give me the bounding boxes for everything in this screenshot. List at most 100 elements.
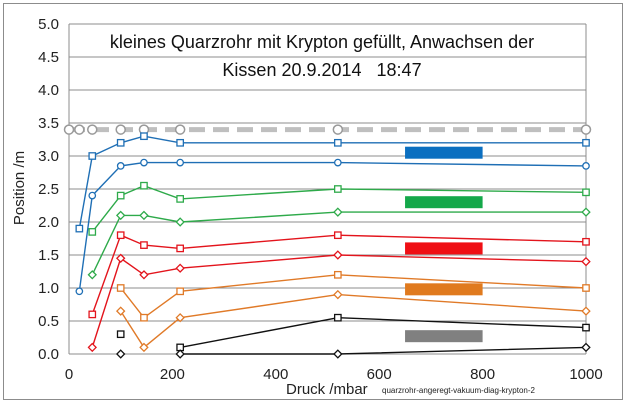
y-tick-label: 4.5: [38, 49, 59, 66]
data-point: [116, 284, 125, 292]
x-tick-label: 0: [65, 366, 73, 383]
y-tick-label: 2.5: [38, 181, 59, 198]
data-point: [333, 185, 342, 193]
series-schwarz-unten: [175, 342, 591, 359]
data-point: [140, 158, 148, 167]
data-point: [176, 158, 185, 167]
reference-line: [63, 124, 592, 135]
y-tick-label: 0.0: [38, 346, 59, 363]
x-tick-label: 1000: [569, 366, 602, 383]
x-tick-label: 600: [367, 366, 392, 383]
y-tick-label: 1.0: [38, 280, 59, 297]
data-point: [176, 244, 185, 253]
y-axis-label: Position /m: [11, 151, 28, 225]
series-line: [78, 161, 587, 292]
data-point: [88, 152, 97, 160]
data-point: [116, 191, 125, 200]
y-tick-label: 1.5: [38, 247, 59, 264]
data-point: [176, 195, 185, 203]
series-group: [75, 132, 591, 359]
chart-svg: 0.0 0.5 1.0 1.5 2.0 2.5 3.0 3.5 4.0 4.5 5.0 0 200 40…: [11, 16, 603, 398]
reference-point: [174, 124, 186, 135]
data-point: [116, 231, 125, 240]
y-tick-label: 5.0: [38, 16, 59, 33]
reference-point: [63, 124, 75, 135]
data-point: [333, 313, 342, 322]
data-point: [333, 289, 343, 300]
data-point: [87, 270, 97, 280]
data-point: [333, 138, 342, 147]
chart-frame: 0.0 0.5 1.0 1.5 2.0 2.5 3.0 3.5 4.0 4.5 5.0 0 200 40…: [3, 3, 623, 400]
data-point: [582, 138, 590, 147]
legend-swatch-blau: [405, 146, 483, 159]
data-point: [116, 138, 125, 147]
data-point: [88, 191, 97, 200]
series-orange-oben: [116, 270, 590, 322]
data-point: [140, 181, 148, 190]
series-line: [91, 234, 587, 315]
data-point: [581, 256, 591, 267]
reference-point: [74, 124, 85, 135]
series-blau-unten: [75, 158, 590, 296]
data-point: [115, 306, 126, 316]
data-point: [116, 330, 125, 339]
reference-point: [580, 124, 592, 135]
data-point: [88, 228, 97, 236]
data-point: [175, 312, 185, 323]
data-point: [139, 210, 149, 221]
footnote: quarzrohr-angeregt-vakuum-diag-krypton-2: [382, 386, 536, 395]
series-rot-oben: [88, 231, 590, 319]
data-point: [582, 162, 590, 170]
data-point: [87, 342, 97, 353]
data-point: [581, 207, 591, 217]
data-point: [333, 158, 342, 167]
data-point: [115, 210, 126, 221]
x-tick-label: 400: [263, 366, 288, 383]
data-point: [140, 132, 148, 141]
data-point: [75, 224, 84, 233]
data-point: [582, 237, 590, 246]
data-point: [333, 231, 342, 240]
series-orange-unten: [115, 289, 591, 353]
y-tick-label: 4.0: [38, 82, 59, 99]
y-tick-label: 2.0: [38, 214, 59, 231]
data-point: [176, 287, 185, 296]
data-point: [333, 207, 343, 217]
y-tick-label: 3.5: [38, 115, 59, 132]
reference-point: [332, 124, 344, 135]
legend-swatch-grau: [405, 330, 483, 343]
data-point: [140, 241, 148, 249]
series-line: [91, 254, 587, 348]
legend-swatch-orange: [405, 283, 483, 296]
series-grün-unten: [87, 207, 591, 280]
series-grün-oben: [88, 181, 590, 236]
y-tick-label: 3.0: [38, 148, 59, 165]
data-point: [333, 270, 342, 279]
series-blau-oben: [75, 132, 590, 233]
data-point: [175, 263, 185, 273]
data-point: [116, 162, 125, 170]
data-point: [333, 250, 343, 260]
series-line: [180, 346, 587, 355]
data-point: [175, 217, 185, 227]
chart-title-line1: kleines Quarzrohr mit Krypton gefüllt, A…: [110, 32, 534, 52]
y-tick-label: 0.5: [38, 313, 59, 330]
chart-title-line2: Kissen 20.9.2014 18:47: [222, 60, 421, 80]
data-point: [175, 349, 185, 359]
data-point: [581, 342, 591, 353]
data-point: [176, 138, 185, 147]
data-point: [333, 349, 343, 359]
legend-swatch-grün: [405, 196, 483, 209]
series-line: [91, 184, 587, 233]
legend-swatches: [405, 146, 483, 343]
data-point: [582, 188, 590, 197]
series-line: [78, 135, 586, 229]
data-point: [75, 287, 84, 296]
data-point: [88, 310, 97, 319]
data-point: [115, 349, 126, 359]
series-line: [180, 316, 587, 349]
legend-swatch-rot: [405, 242, 483, 255]
data-point: [582, 323, 590, 332]
data-point: [140, 313, 148, 322]
x-tick-label: 800: [470, 366, 495, 383]
